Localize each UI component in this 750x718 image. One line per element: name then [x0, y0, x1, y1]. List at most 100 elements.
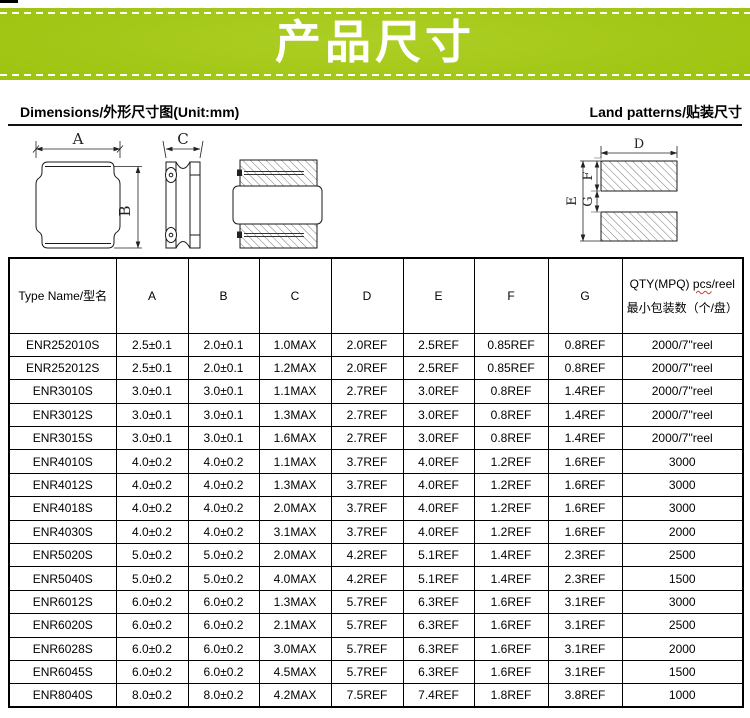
type-name-cell: ENR3015S: [8, 426, 117, 451]
dim-label-d: D: [634, 137, 644, 152]
spec-cell: 0.8REF: [473, 402, 549, 428]
type-name-header: Type Name/型名: [8, 257, 117, 334]
type-name-cell: ENR5020S: [8, 543, 117, 568]
spec-cell: 2.1MAX: [258, 613, 332, 638]
section-headings: Dimensions/外形尺寸图(Unit:mm) Land patterns/…: [8, 100, 742, 122]
spec-cell: 4.0REF: [402, 472, 475, 498]
spec-table-body: ENR252010S 2.5±0.1 2.0±0.1 1.0MAX 2.0REF 2.5R…: [8, 332, 744, 708]
table-row: ENR3012S 3.0±0.1 3.0±0.1 1.3MAX 2.7REF 3.0REF…: [8, 402, 744, 428]
spec-cell: 3.0±0.1: [187, 379, 260, 404]
spec-cell: 2000/7"reel: [621, 426, 744, 451]
spec-cell: 5.0±0.2: [115, 566, 189, 591]
spec-cell: 2500: [621, 543, 744, 568]
spec-cell: 8.0±0.2: [115, 683, 189, 708]
table-row: ENR252010S 2.5±0.1 2.0±0.1 1.0MAX 2.0REF 2.5R…: [8, 332, 744, 357]
top-view-drawing: [35, 161, 121, 249]
spec-cell: 3.1REF: [547, 613, 623, 638]
spec-cell: 3000: [621, 449, 744, 474]
spec-cell: 2.0MAX: [258, 496, 332, 521]
type-name-cell: ENR3010S: [8, 379, 117, 404]
spec-cell: 3.0±0.1: [187, 402, 260, 428]
spec-cell: 3.0±0.1: [115, 379, 189, 404]
spec-cell: 2.0REF: [330, 332, 404, 357]
spec-cell: 2000: [621, 636, 744, 661]
spec-cell: 1.2MAX: [258, 355, 332, 381]
spec-cell: 3.0MAX: [258, 636, 332, 661]
dimensions-heading: Dimensions/外形尺寸图(Unit:mm): [20, 104, 240, 120]
spec-cell: 1.6REF: [473, 589, 549, 615]
spec-cell: 1.8REF: [473, 683, 549, 708]
table-row: ENR6012S 6.0±0.2 6.0±0.2 1.3MAX 5.7REF 6.3REF…: [8, 589, 744, 615]
spec-cell: 2.0±0.1: [187, 332, 260, 357]
spec-cell: 1.2REF: [473, 449, 549, 474]
spec-cell: 5.7REF: [330, 659, 404, 685]
spec-cell: 4.2REF: [330, 566, 404, 591]
spec-cell: 5.7REF: [330, 636, 404, 661]
spec-cell: 2.0±0.1: [187, 355, 260, 381]
spec-cell: 1.6REF: [547, 472, 623, 498]
spec-cell: 2000/7"reel: [621, 402, 744, 428]
spec-cell: 1.6REF: [547, 496, 623, 521]
spec-cell: 4.0±0.2: [187, 496, 260, 521]
spec-cell: 4.0±0.2: [115, 472, 189, 498]
spec-cell: 8.0±0.2: [187, 683, 260, 708]
spec-cell: 1.2REF: [473, 496, 549, 521]
type-name-cell: ENR6020S: [8, 613, 117, 638]
spec-cell: 3.7REF: [330, 519, 404, 545]
spec-cell: 3.1REF: [547, 636, 623, 661]
table-row: ENR4012S 4.0±0.2 4.0±0.2 1.3MAX 3.7REF 4.0REF…: [8, 472, 744, 498]
type-name-cell: ENR6045S: [8, 659, 117, 685]
spec-cell: 2000/7"reel: [621, 355, 744, 381]
spec-cell: 1.4REF: [473, 566, 549, 591]
spec-cell: 2500: [621, 613, 744, 638]
spec-cell: 2.5±0.1: [115, 332, 189, 357]
table-row: ENR4018S 4.0±0.2 4.0±0.2 2.0MAX 3.7REF 4.0REF…: [8, 496, 744, 521]
spec-cell: 6.3REF: [402, 613, 475, 638]
spec-cell: 5.0±0.2: [187, 543, 260, 568]
spec-cell: 3.0REF: [402, 426, 475, 451]
type-name-cell: ENR4012S: [8, 472, 117, 498]
spec-cell: 4.2MAX: [258, 683, 332, 708]
spec-cell: 1.0MAX: [258, 332, 332, 357]
table-row: ENR5040S 5.0±0.2 5.0±0.2 4.0MAX 4.2REF 5.1REF…: [8, 566, 744, 591]
spec-cell: 1000: [621, 683, 744, 708]
spec-cell: 0.85REF: [473, 355, 549, 381]
spec-cell: 0.8REF: [547, 332, 623, 357]
spec-cell: 3.7REF: [330, 472, 404, 498]
spec-cell: 2000: [621, 519, 744, 545]
spec-cell: 0.8REF: [473, 426, 549, 451]
spec-cell: 6.0±0.2: [187, 636, 260, 661]
spec-cell: 1500: [621, 659, 744, 685]
spec-cell: 4.5MAX: [258, 659, 332, 685]
type-name-cell: ENR4010S: [8, 449, 117, 474]
spec-cell: 5.0±0.2: [115, 543, 189, 568]
spec-cell: 3.7REF: [330, 449, 404, 474]
table-header-row: Type Name/型名 A B C D E F G QTY(MPQ) pcs/…: [8, 257, 744, 334]
spec-cell: 3.0±0.1: [115, 426, 189, 451]
spec-cell: 2.0MAX: [258, 543, 332, 568]
stitch-line-bottom: [0, 74, 750, 76]
spec-cell: 2.3REF: [547, 566, 623, 591]
heading-divider: [8, 124, 742, 126]
spec-cell: 7.5REF: [330, 683, 404, 708]
land-pattern-drawing: [580, 157, 678, 242]
spec-cell: 1.3MAX: [258, 472, 332, 498]
qty-pcs-misspelled: pcs: [692, 276, 712, 291]
type-name-cell: ENR3012S: [8, 402, 117, 428]
spec-cell: 5.1REF: [402, 543, 475, 568]
col-header-d: D: [330, 257, 404, 334]
spec-cell: 2000/7"reel: [621, 379, 744, 404]
spec-cell: 4.0±0.2: [115, 496, 189, 521]
spec-cell: 4.2REF: [330, 543, 404, 568]
spec-cell: 4.0MAX: [258, 566, 332, 591]
spec-cell: 1.4REF: [547, 379, 623, 404]
spec-cell: 1.6REF: [547, 449, 623, 474]
spec-cell: 3.1REF: [547, 659, 623, 685]
spec-cell: 5.1REF: [402, 566, 475, 591]
spec-cell: 0.8REF: [473, 379, 549, 404]
spec-cell: 1.6REF: [473, 613, 549, 638]
side-view-drawing: [165, 161, 201, 249]
dim-label-e: E: [565, 196, 580, 206]
spec-cell: 1.6MAX: [258, 426, 332, 451]
col-header-c: C: [258, 257, 332, 334]
